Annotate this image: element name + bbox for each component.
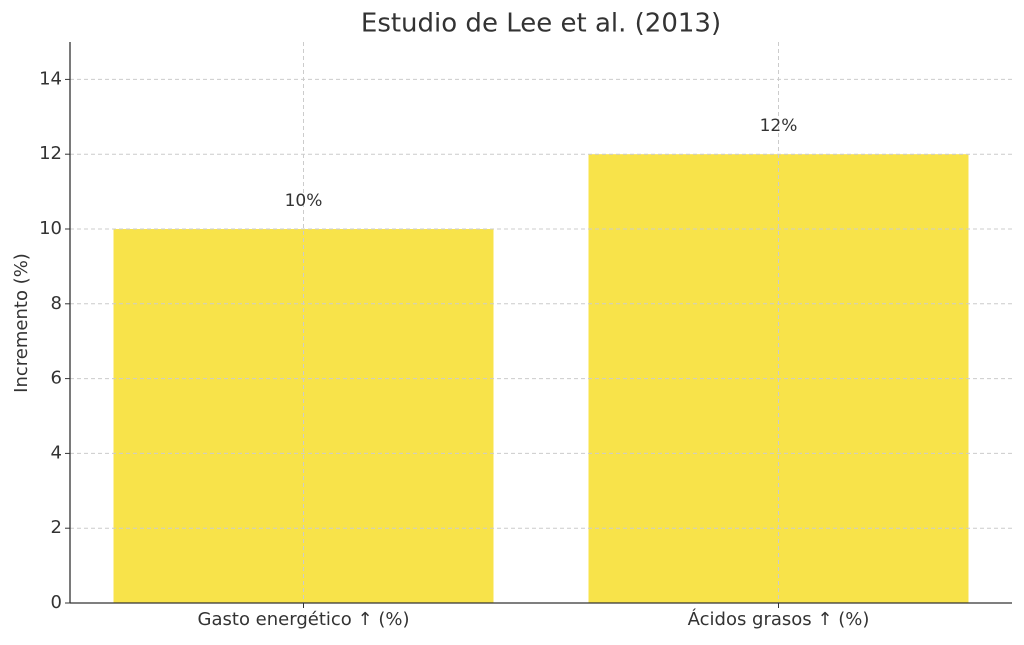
- x-tick-label: Gasto energético ↑ (%): [198, 609, 410, 630]
- chart-title: Estudio de Lee et al. (2013): [361, 9, 721, 39]
- y-tick-label: 6: [51, 368, 62, 389]
- value-label: 12%: [760, 116, 798, 136]
- y-tick-label: 14: [39, 68, 62, 89]
- y-tick-label: 8: [51, 293, 62, 314]
- y-axis-label: Incremento (%): [11, 253, 32, 393]
- y-tick-label: 4: [51, 442, 62, 463]
- y-tick-label: 12: [39, 143, 62, 164]
- x-tick-label: Ácidos grasos ↑ (%): [688, 608, 870, 630]
- y-tick-label: 2: [51, 517, 62, 538]
- y-tick-label: 0: [51, 592, 62, 613]
- y-tick-label: 10: [39, 218, 62, 239]
- value-label: 10%: [285, 191, 323, 211]
